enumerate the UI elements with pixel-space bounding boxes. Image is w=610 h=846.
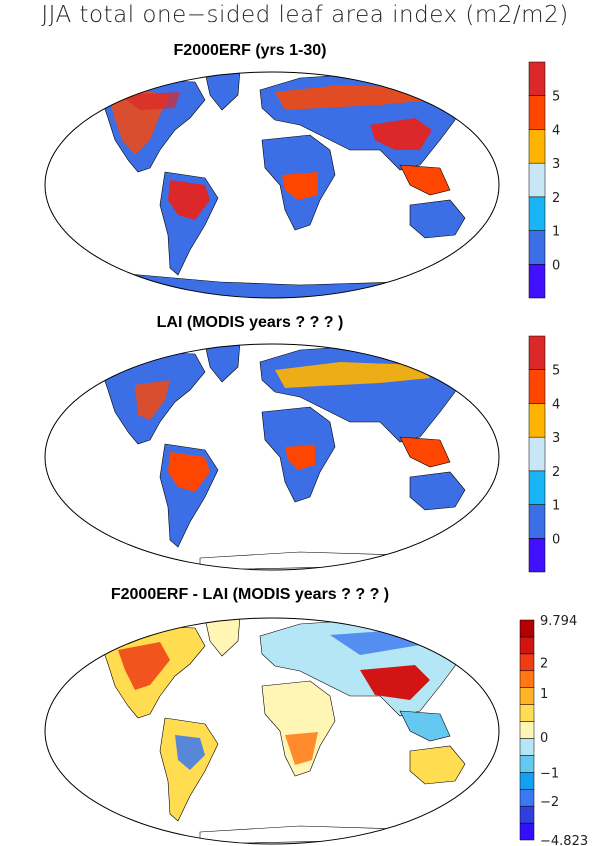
colorbar-swatch: [519, 805, 535, 824]
land-greenland: [204, 618, 241, 657]
land-greenland: [204, 72, 241, 111]
land-antarctica: [199, 551, 431, 570]
globe-outline-1: [44, 71, 500, 299]
panel-title-3: F2000ERF - LAI (MODIS years ? ? ? ): [110, 586, 390, 603]
veg-north-america: [135, 380, 170, 420]
colorbar-tick-label: 3: [552, 157, 560, 172]
colorbar-tick-label: 4: [552, 123, 560, 138]
land-africa: [261, 680, 336, 777]
colorbar-swatch: [519, 738, 535, 756]
colorbar-tick-label: 4: [552, 397, 560, 412]
colorbar-swatch: [519, 653, 535, 672]
veg-congo: [282, 172, 318, 200]
diff-africa: [285, 732, 318, 765]
veg-china: [370, 118, 432, 150]
panel-title-2: LAI (MODIS years ? ? ? ): [156, 314, 344, 331]
globe-outline-2: [44, 343, 500, 571]
colorbar-tick-label: 1: [540, 687, 548, 702]
colorbar-swatch: [519, 772, 535, 790]
colorbar-swatch: [528, 436, 546, 472]
diff-china: [360, 665, 430, 700]
veg-amazon: [168, 452, 210, 492]
colorbar-tick-label: 2: [540, 656, 548, 671]
colorbar-tick-label: 0: [552, 532, 560, 547]
land-antarctica: [199, 825, 431, 844]
colorbar-swatch: [519, 822, 535, 841]
colorbar-swatch: [519, 721, 535, 739]
colorbar-tick-label: 9.794: [540, 614, 577, 629]
colorbar-tick-label: 1: [552, 225, 560, 240]
veg-congo: [285, 445, 315, 470]
land-antarctica: [59, 269, 481, 298]
colorbar-swatch: [519, 687, 535, 705]
colorbar-3: 9.794 2 1 0 −1 −2 −4.823: [519, 614, 588, 846]
colorbar-swatch: [528, 95, 546, 130]
colorbar-swatch: [519, 636, 535, 655]
colorbar-swatch: [519, 670, 535, 688]
panel-title-1: F2000ERF (yrs 1-30): [173, 42, 327, 59]
colorbar-swatch: [528, 230, 546, 265]
colorbar-swatch: [528, 129, 546, 164]
colorbar-tick-label: 3: [552, 431, 560, 446]
veg-eurasia-boreal: [275, 362, 430, 388]
colorbar-swatch: [528, 196, 546, 231]
map-panel-2: [44, 343, 500, 571]
colorbar-swatch: [528, 470, 546, 505]
colorbar-swatch: [528, 264, 546, 299]
land-greenland: [204, 344, 241, 383]
colorbar-swatch: [528, 504, 546, 539]
veg-eurasia-boreal: [275, 85, 430, 110]
veg-boreal-na: [120, 92, 180, 110]
globe-outline-3: [44, 617, 500, 845]
land-se-asia: [399, 164, 451, 196]
colorbar-swatch: [519, 704, 535, 722]
colorbar-tick-label: −2: [540, 795, 559, 810]
colorbar-swatch: [528, 335, 546, 370]
colorbar-tick-label: 2: [552, 191, 560, 206]
colorbar-tick-label: −4.823: [540, 834, 588, 846]
colorbar-swatch: [519, 788, 535, 807]
main-title: JJA total one−sided leaf area index (m2/…: [41, 2, 569, 28]
colorbar-tick-label: 2: [552, 465, 560, 480]
diff-north-america: [118, 642, 170, 690]
veg-amazon: [168, 180, 210, 220]
colorbar-tick-label: 0: [552, 258, 560, 273]
colorbar-swatch: [528, 369, 546, 404]
colorbar-swatch: [528, 162, 546, 198]
land-se-asia: [399, 436, 451, 468]
colorbar-swatch: [519, 755, 535, 773]
colorbar-swatch: [528, 538, 546, 573]
colorbar-2: 0 1 2 3 4 5: [528, 335, 560, 573]
colorbar-1: 0 1 2 3 4 5: [528, 61, 560, 299]
land-south-america: [159, 717, 219, 822]
colorbar-swatch: [528, 403, 546, 438]
map-panel-3: [44, 617, 500, 845]
colorbar-swatch: [528, 61, 546, 96]
land-australia: [409, 745, 466, 785]
colorbar-tick-label: 5: [552, 364, 560, 379]
diff-amazon: [175, 735, 205, 770]
colorbar-tick-label: −1: [540, 766, 559, 781]
colorbar-swatch: [519, 619, 535, 638]
land-australia: [409, 199, 466, 239]
colorbar-tick-label: 0: [540, 731, 548, 746]
colorbar-tick-label: 5: [552, 90, 560, 105]
map-panel-1: [44, 71, 500, 299]
land-se-asia: [399, 710, 451, 742]
colorbar-tick-label: 1: [552, 499, 560, 514]
land-australia: [409, 471, 466, 511]
